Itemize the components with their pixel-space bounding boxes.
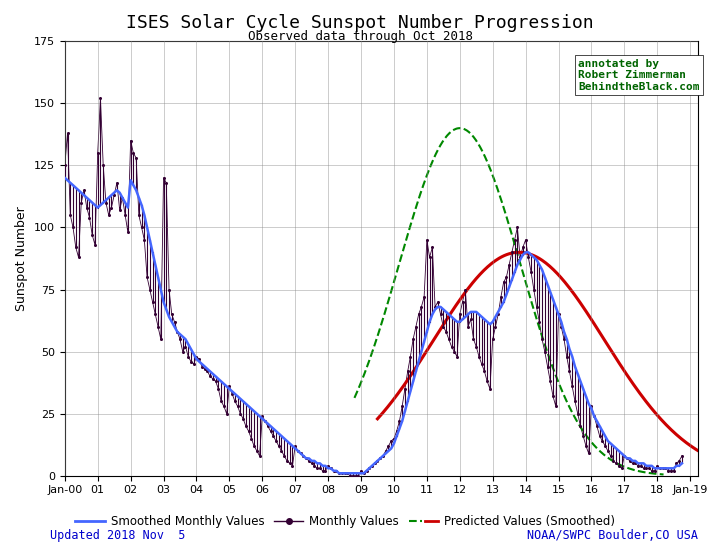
- Text: NOAA/SWPC Boulder,CO USA: NOAA/SWPC Boulder,CO USA: [527, 529, 698, 542]
- Text: annotated by
Robert Zimmerman
BehindtheBlack.com: annotated by Robert Zimmerman BehindtheB…: [578, 59, 700, 92]
- Text: ISES Solar Cycle Sunspot Number Progression: ISES Solar Cycle Sunspot Number Progress…: [126, 14, 594, 32]
- Legend: Smoothed Monthly Values, Monthly Values, Predicted Values (Smoothed): Smoothed Monthly Values, Monthly Values,…: [71, 510, 620, 533]
- Text: Observed data through Oct 2018: Observed data through Oct 2018: [248, 30, 472, 43]
- Text: Updated 2018 Nov  5: Updated 2018 Nov 5: [50, 529, 186, 542]
- Y-axis label: Sunspot Number: Sunspot Number: [15, 206, 28, 311]
